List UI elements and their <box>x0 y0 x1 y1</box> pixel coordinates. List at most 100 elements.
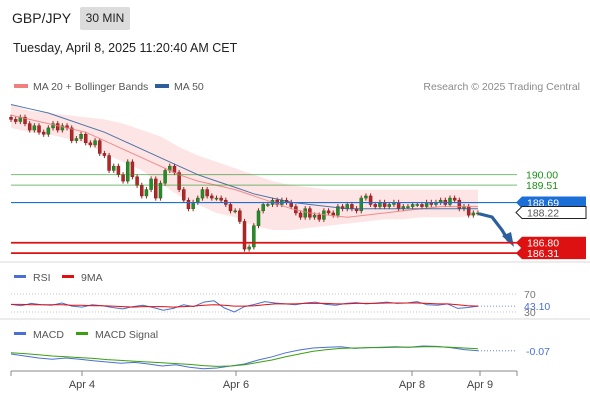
rsi-level-label-1: 43.10 <box>524 301 550 313</box>
candle <box>69 125 74 144</box>
candle <box>182 187 186 203</box>
candle <box>27 121 32 133</box>
candle <box>233 208 237 214</box>
chart-header: GBP/JPY 30 MIN Tuesday, April 8, 2025 11… <box>0 0 590 70</box>
price-panel <box>9 104 514 252</box>
level-label-0: 190.00 <box>526 170 558 182</box>
candle <box>51 121 55 131</box>
macd-swatch <box>14 332 26 335</box>
candle <box>46 125 51 137</box>
rsi-ma-line <box>11 302 479 308</box>
candle <box>107 152 111 173</box>
ma20-legend-label: MA 20 + Bollinger Bands <box>33 81 148 93</box>
datetime-label: Tuesday, April 8, 2025 11:20:40 AM CET <box>13 41 238 55</box>
candle <box>471 210 476 218</box>
x-tick-label-2: Apr 8 <box>399 379 425 391</box>
candle <box>219 195 223 203</box>
rsi-legend: RSI 9MA <box>14 272 103 284</box>
candle <box>359 195 363 214</box>
level-label-5: 186.31 <box>516 247 586 260</box>
candle <box>154 176 158 201</box>
candle <box>163 167 167 186</box>
candle <box>448 195 452 208</box>
bollinger-band-area <box>11 104 478 230</box>
candle <box>210 193 214 201</box>
x-tick-label-3: Apr 9 <box>467 379 493 391</box>
candle <box>364 193 368 201</box>
candle <box>111 163 116 173</box>
candle <box>186 197 191 212</box>
candle <box>135 174 139 188</box>
candle <box>252 223 256 250</box>
macd-signal-swatch <box>76 332 88 335</box>
ma50-swatch <box>155 84 169 88</box>
candle <box>238 208 242 225</box>
candle <box>368 193 373 208</box>
candle <box>256 208 261 229</box>
candle <box>242 218 247 252</box>
x-axis: Apr 4 Apr 6 Apr 8 Apr 9 <box>10 370 518 391</box>
candle <box>452 195 457 203</box>
candle <box>102 150 107 159</box>
level-label-3: 188.22 <box>515 206 587 220</box>
level-value-5: 186.31 <box>527 248 559 260</box>
macd-panel: -0.07 <box>10 345 550 370</box>
timeframe-button[interactable]: 30 MIN <box>80 7 130 30</box>
candle <box>200 187 205 201</box>
candle <box>326 208 331 216</box>
x-tick-label-1: Apr 6 <box>223 379 249 391</box>
candle <box>126 159 130 184</box>
candle <box>88 140 93 148</box>
ma20-swatch <box>14 84 28 88</box>
x-tick-label-0: Apr 4 <box>69 379 95 391</box>
level-label-4: 186.80 <box>516 236 586 250</box>
candle <box>214 195 219 201</box>
candle <box>37 123 41 135</box>
candle <box>97 138 102 156</box>
level-value-3: 188.22 <box>527 208 559 220</box>
candle <box>144 187 149 199</box>
rsi-legend-label: RSI <box>33 272 51 284</box>
candle <box>331 210 335 218</box>
candle <box>93 138 97 148</box>
candle <box>205 187 209 199</box>
ma20-line <box>10 114 478 218</box>
candle <box>116 163 121 178</box>
candle <box>177 170 181 193</box>
candle <box>9 114 13 122</box>
candle <box>13 116 18 125</box>
level-label-1: 189.51 <box>526 180 558 192</box>
currency-pair-title: GBP/JPY <box>12 10 72 26</box>
rsi-ma-swatch <box>62 275 74 278</box>
macd-legend-label: MACD <box>33 329 64 341</box>
candle <box>130 159 135 180</box>
candle <box>23 114 27 127</box>
macd-signal-legend-label: MACD Signal <box>95 329 158 341</box>
candle <box>149 176 153 193</box>
rsi-swatch <box>14 275 26 278</box>
macd-legend: MACD MACD Signal <box>14 329 158 341</box>
candle <box>83 131 88 146</box>
candle <box>298 210 303 220</box>
candle <box>158 180 163 201</box>
macd-signal-line <box>10 346 479 367</box>
ma50-line <box>10 104 478 210</box>
level-value-1: 189.51 <box>526 180 558 192</box>
rsi-level-label-2: 30 <box>524 307 536 319</box>
research-credit: Research © 2025 Trading Central <box>423 81 580 93</box>
rsi-level-label-0: 70 <box>524 289 536 301</box>
candle <box>41 129 46 137</box>
candle <box>32 123 37 133</box>
level-value-0: 190.00 <box>526 170 558 182</box>
candle <box>228 201 233 214</box>
candle <box>247 244 251 252</box>
rsi-ma-legend-label: 9MA <box>81 272 103 284</box>
macd-level-label-0: -0.07 <box>526 346 550 358</box>
candle <box>121 172 125 184</box>
candle <box>79 131 83 142</box>
candle <box>74 135 79 144</box>
candle <box>303 206 307 220</box>
